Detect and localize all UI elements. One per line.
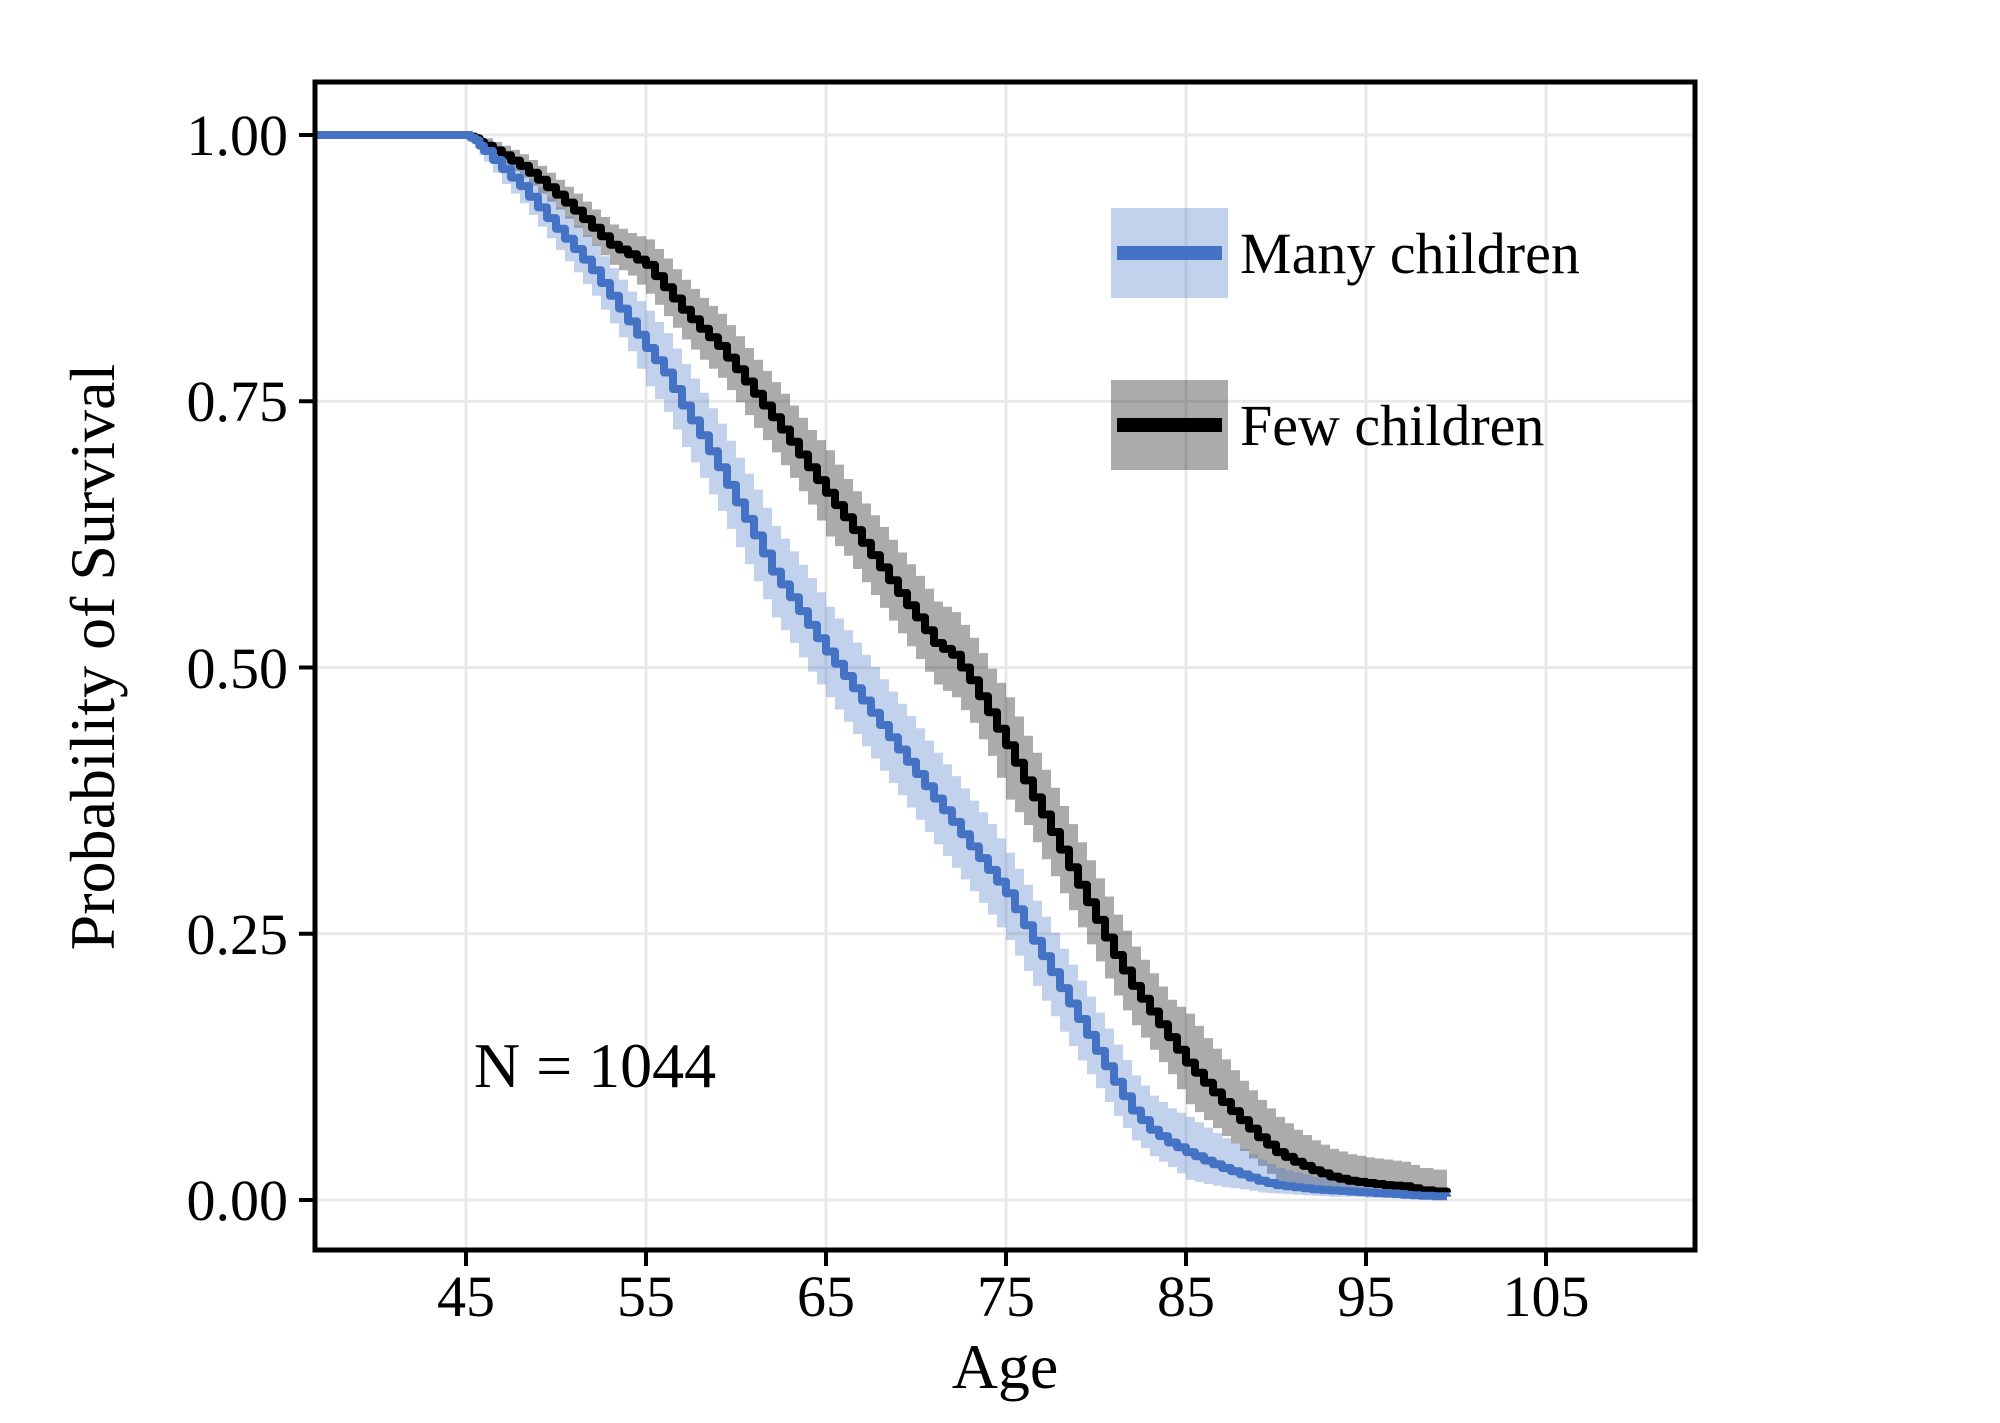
- x-tick-label: 105: [1503, 1264, 1590, 1329]
- x-tick-label: 95: [1337, 1264, 1395, 1329]
- y-tick-label: 0.00: [187, 1168, 289, 1233]
- x-tick-label: 55: [617, 1264, 675, 1329]
- legend: Many children Few children: [1111, 208, 1580, 470]
- gridlines: [315, 82, 1695, 1250]
- legend-label-few-children: Few children: [1240, 393, 1544, 458]
- y-tick-label: 0.75: [187, 369, 289, 434]
- x-axis-tick-labels: 45 55 65 75 85 95 105: [437, 1264, 1590, 1329]
- x-tick-label: 45: [437, 1264, 495, 1329]
- sample-size-annotation: N = 1044: [474, 1030, 716, 1101]
- tick-marks: [299, 133, 1548, 1266]
- x-tick-label: 75: [977, 1264, 1035, 1329]
- x-tick-label: 65: [797, 1264, 855, 1329]
- x-axis-title: Age: [952, 1331, 1059, 1402]
- survival-curve-few-children: [315, 131, 1451, 1196]
- y-axis-tick-labels: 1.00 0.75 0.50 0.25 0.00: [187, 103, 289, 1233]
- legend-label-many-children: Many children: [1240, 221, 1580, 286]
- y-tick-label: 1.00: [187, 103, 289, 168]
- survival-curve-many-children: [315, 131, 1451, 1201]
- y-axis-title: Probability of Survival: [57, 364, 128, 951]
- series-layer: [315, 131, 1451, 1201]
- y-tick-label: 0.25: [187, 902, 289, 967]
- legend-entry-few-children: Few children: [1111, 380, 1544, 470]
- y-tick-label: 0.50: [187, 636, 289, 701]
- legend-entry-many-children: Many children: [1111, 208, 1580, 298]
- x-tick-label: 85: [1157, 1264, 1215, 1329]
